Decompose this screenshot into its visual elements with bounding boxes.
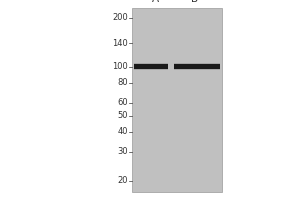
Bar <box>174 64 220 69</box>
Bar <box>132 8 222 192</box>
Text: 30: 30 <box>117 147 128 156</box>
Text: 140: 140 <box>112 39 128 48</box>
Bar <box>134 64 168 69</box>
Text: 60: 60 <box>117 98 128 107</box>
Bar <box>134 63 168 70</box>
Text: A: A <box>152 0 159 4</box>
Text: B: B <box>191 0 199 4</box>
Text: 40: 40 <box>118 127 128 136</box>
Text: 100: 100 <box>112 62 128 71</box>
Bar <box>174 63 220 70</box>
Text: 20: 20 <box>118 176 128 185</box>
Text: 200: 200 <box>112 13 128 22</box>
Text: kDa: kDa <box>107 0 128 2</box>
Text: 50: 50 <box>118 111 128 120</box>
Text: 80: 80 <box>117 78 128 87</box>
